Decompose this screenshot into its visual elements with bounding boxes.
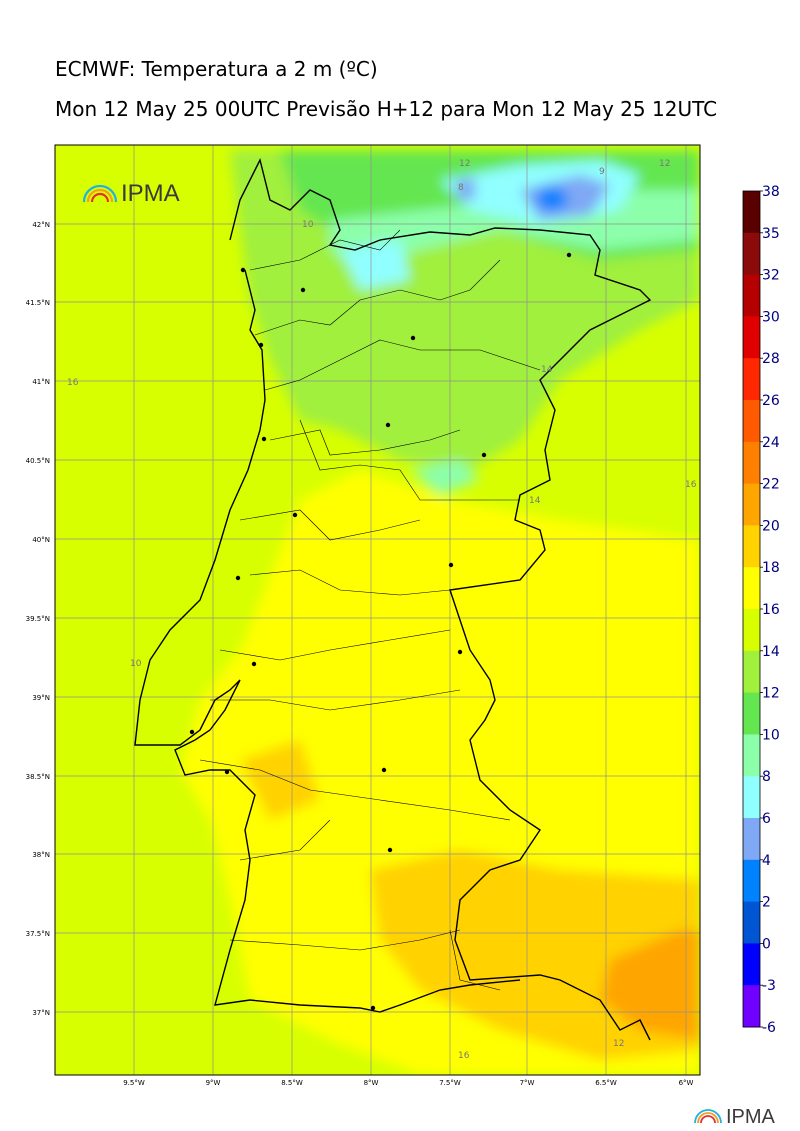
colorbar-label: 10 (762, 727, 780, 743)
longitude-labels: 9.5°W 9°W 8.5°W 8°W 7.5°W 7°W 6.5°W 6°W (123, 1079, 693, 1087)
contour-label: 12 (459, 159, 470, 169)
colorbar-swatch (743, 274, 760, 317)
colorbar-label: 30 (762, 309, 780, 325)
colorbar-label: 18 (762, 560, 780, 576)
colorbar-swatch (743, 358, 760, 401)
temperature-field (55, 145, 700, 1075)
colorbar-swatch (743, 985, 760, 1028)
colorbar-label: 14 (762, 644, 780, 660)
map-frame (54, 144, 701, 1076)
colorbar-label: 0 (762, 936, 771, 952)
colorbar-label: 22 (762, 477, 780, 493)
colorbar-swatch (743, 525, 760, 568)
colorbar-swatch (743, 567, 760, 610)
colorbar-label: 8 (762, 769, 771, 785)
logo-text: IPMA (121, 180, 180, 207)
lat-label: 39°N (32, 694, 50, 702)
logo-text: IPMA (726, 1106, 776, 1128)
colorbar-label: 32 (762, 268, 780, 284)
colorbar-swatch (743, 650, 760, 694)
contour-label: 9 (599, 167, 605, 177)
contour-label: 16 (458, 1051, 470, 1061)
colorbar-swatch (743, 901, 760, 944)
colorbar-label: 35 (762, 226, 780, 242)
colorbar-swatch (743, 441, 760, 485)
contour-label: 14 (529, 496, 541, 506)
ipma-logo-footer: IPMA (694, 1106, 776, 1128)
contour-labels: 12 8 12 9 10 16 14 16 10 14 16 12 (67, 159, 697, 1061)
colorbar-label: 2 (762, 895, 771, 911)
contour-label: 10 (302, 220, 314, 230)
district-borders (199, 229, 541, 991)
colorbar-swatch (743, 400, 760, 443)
contour-label: 14 (541, 365, 553, 375)
lat-label: 40.5°N (26, 457, 50, 465)
contour-label: 8 (458, 183, 464, 193)
colorbar-swatch (743, 316, 760, 359)
colorbar-label: 26 (762, 393, 780, 409)
colorbar-swatch (743, 776, 760, 819)
lon-label: 7.5°W (439, 1079, 461, 1087)
colorbar-swatch (743, 191, 760, 234)
colorbar-swatch (743, 232, 760, 276)
contour-label: 12 (659, 159, 670, 169)
lat-label: 39.5°N (26, 615, 50, 623)
lon-label: 7°W (520, 1079, 535, 1087)
contour-label: 10 (130, 659, 142, 669)
colorbar-label: 16 (762, 602, 780, 618)
colorbar-swatch (743, 859, 760, 903)
contour-label: 12 (613, 1039, 624, 1049)
lon-label: 9.5°W (123, 1079, 145, 1087)
lon-label: 9°W (206, 1079, 221, 1087)
city-markers (189, 252, 572, 1011)
colorbar-swatch (743, 609, 760, 652)
colorbar-label: 6 (762, 811, 771, 827)
rainbow-icon (694, 1109, 722, 1124)
lon-label: 8.5°W (281, 1079, 303, 1087)
map-subtitle: Mon 12 May 25 00UTC Previsão H+12 para M… (55, 97, 718, 121)
latitude-labels: 42°N 41.5°N 41°N 40.5°N 40°N 39.5°N 39°N… (26, 221, 50, 1017)
colorbar-label: 12 (762, 686, 780, 702)
colorbar-swatch (743, 818, 760, 861)
lat-label: 41°N (32, 378, 50, 386)
colorbar-label: 4 (762, 853, 771, 869)
lat-label: 37.5°N (26, 930, 50, 938)
lon-label: 6.5°W (595, 1079, 617, 1087)
lon-label: 6°W (679, 1079, 694, 1087)
rainbow-icon (82, 184, 118, 203)
lat-label: 38.5°N (26, 773, 50, 781)
graticule (55, 145, 700, 1075)
lat-label: 41.5°N (26, 299, 50, 307)
lat-label: 42°N (32, 221, 50, 229)
contour-label: 16 (685, 480, 697, 490)
colorbar-label: 28 (762, 351, 780, 367)
lat-label: 37°N (32, 1009, 50, 1017)
colorbar-swatch (743, 943, 760, 986)
map-title: ECMWF: Temperatura a 2 m (ºC) (55, 57, 378, 81)
colorbar-label: -6 (762, 1020, 776, 1036)
colorbar-swatch (743, 734, 760, 777)
ipma-logo: IPMA (82, 180, 180, 207)
colorbar-label: 38 (762, 184, 780, 200)
colorbar-label: 24 (762, 435, 780, 451)
colorbar-swatch (743, 692, 760, 735)
colorbar-label: -3 (762, 978, 776, 994)
lon-label: 8°W (364, 1079, 379, 1087)
colorbar-label: 20 (762, 518, 780, 534)
colorbar-swatch (743, 483, 760, 526)
lat-label: 40°N (32, 536, 50, 544)
country-border (134, 157, 652, 1041)
lat-label: 38°N (32, 851, 50, 859)
contour-label: 16 (67, 378, 79, 388)
